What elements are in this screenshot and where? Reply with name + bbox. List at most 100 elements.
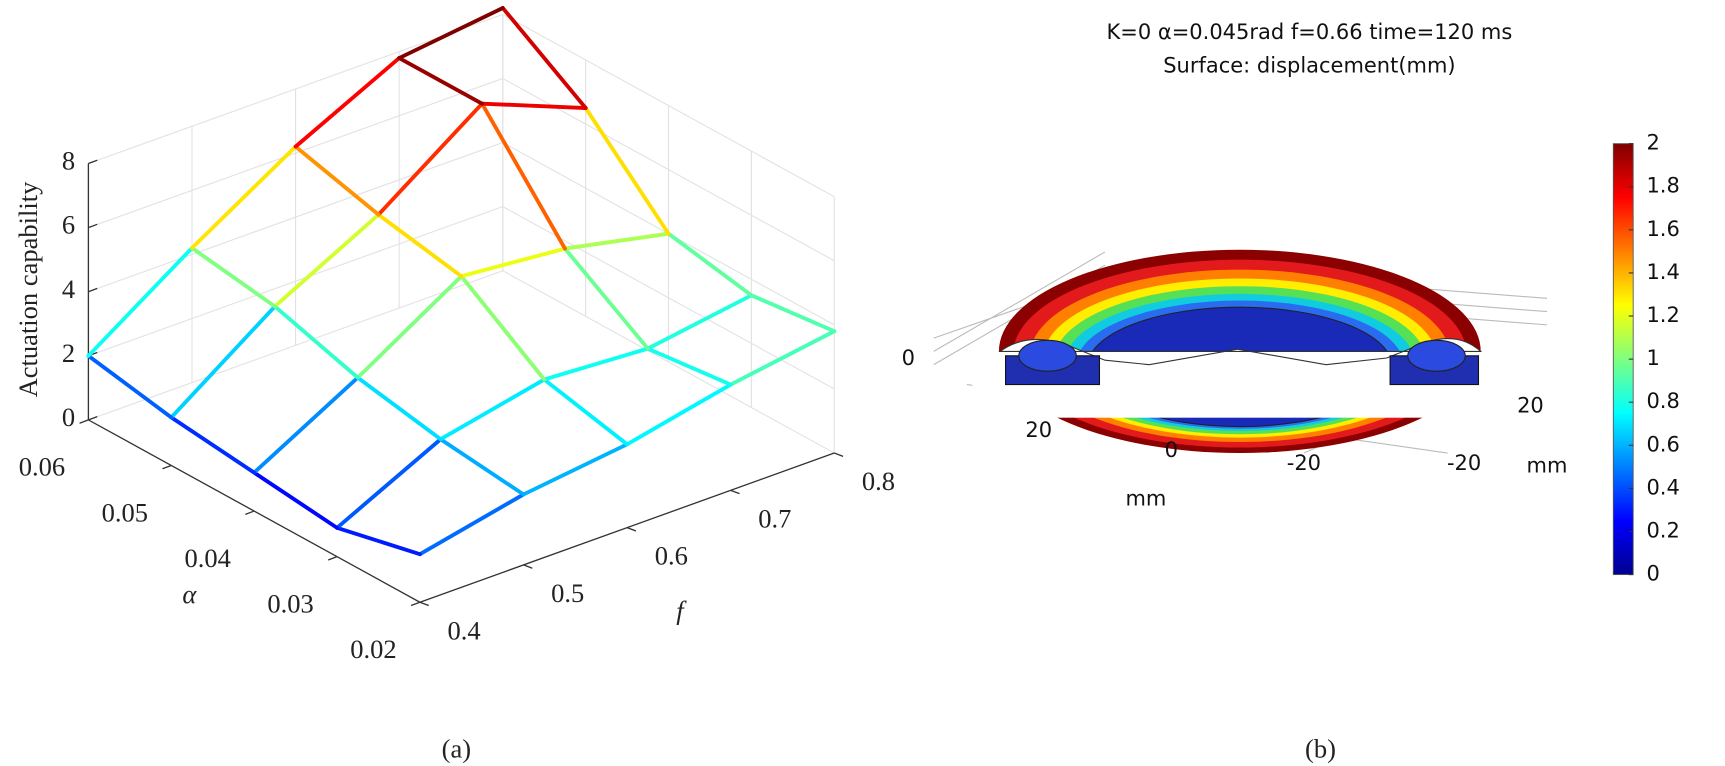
mesh-edge xyxy=(459,246,567,279)
mesh-edge xyxy=(645,293,754,351)
tick xyxy=(410,601,421,607)
x-tick-label: 0 xyxy=(1165,438,1178,462)
y-tick-label: 20 xyxy=(1517,394,1544,418)
mesh-edge xyxy=(500,6,588,110)
x-tick-label: 0.04 xyxy=(185,543,231,573)
tick xyxy=(834,452,844,457)
mesh-edge xyxy=(666,231,754,298)
caption: (b) xyxy=(1305,733,1336,763)
colorbar-tick-label: 0.4 xyxy=(1646,475,1679,499)
mesh-edge xyxy=(480,101,588,110)
x-tick-label: -20 xyxy=(1287,451,1321,475)
mesh-edge xyxy=(293,56,402,149)
mesh-edge xyxy=(355,375,443,442)
mesh-edge xyxy=(397,56,484,106)
tick xyxy=(79,419,89,424)
tick xyxy=(626,527,637,532)
y-axis-label: f xyxy=(676,595,687,625)
z-tick-label: 0 xyxy=(62,402,75,432)
mesh-edge xyxy=(417,492,526,557)
colorbar-tick-label: 1.6 xyxy=(1646,217,1679,241)
mesh-edge xyxy=(397,6,505,61)
mesh-edge xyxy=(272,304,360,380)
render-title: K=0 α=0.045rad f=0.66 time=120 ms xyxy=(1107,20,1513,44)
mesh-edge xyxy=(728,329,837,387)
mesh-edge xyxy=(521,442,630,497)
x-axis-label: α xyxy=(182,579,197,609)
panel-b: K=0 α=0.045rad f=0.66 time=120 ms Surfac… xyxy=(902,20,1680,763)
tick xyxy=(523,564,533,569)
mesh-edge xyxy=(562,231,671,251)
y-tick-label: -20 xyxy=(1447,451,1481,475)
z-tick-label: 0 xyxy=(902,346,915,370)
tick xyxy=(730,489,740,495)
mesh-edge xyxy=(335,525,422,557)
y-tick-label: 0.5 xyxy=(551,578,584,608)
colorbar-tick-label: 0.6 xyxy=(1646,432,1679,456)
x-tick-label: 20 xyxy=(1025,418,1052,442)
mesh-edge xyxy=(272,212,381,309)
mesh-edge xyxy=(542,377,630,447)
mesh-edge xyxy=(562,246,650,351)
z-tick-label: 2 xyxy=(62,338,75,368)
mesh-edge xyxy=(625,382,733,447)
mesh-edge xyxy=(169,304,277,420)
caption: (a) xyxy=(442,733,471,763)
mesh-edge xyxy=(480,101,567,251)
mesh-edge xyxy=(749,293,837,334)
mesh-edge xyxy=(376,101,484,217)
x-tick-label: 0.05 xyxy=(102,497,148,527)
mesh-edge xyxy=(438,437,526,497)
x-axis-label: mm xyxy=(1125,486,1166,510)
mesh-edge xyxy=(376,212,464,279)
mesh-edge xyxy=(583,106,671,236)
tick xyxy=(327,556,338,561)
panel-a: 0 2 4 6 8 0.02 0.03 0.04 0.05 0.06 0.4 0.5 0.6 0.7 0.8… xyxy=(13,6,895,763)
y-tick-label: 0.7 xyxy=(758,503,791,533)
z-tick-label: 6 xyxy=(62,210,75,240)
content: 0 2 4 6 8 0.02 0.03 0.04 0.05 0.06 0.4 0.5 0.6 0.7 0.8… xyxy=(13,6,1680,763)
tick xyxy=(88,223,98,229)
colorbar-tick-label: 1.4 xyxy=(1646,260,1679,284)
tick xyxy=(88,415,98,421)
mesh-edge xyxy=(86,353,174,420)
tick xyxy=(245,510,255,515)
colorbar-tick-label: 0 xyxy=(1646,562,1659,586)
colorbar-tick-label: 1 xyxy=(1646,346,1659,370)
y-tick-label: 0.4 xyxy=(448,615,481,645)
colorbar-tick-label: 0.2 xyxy=(1646,519,1679,543)
z-tick-label: 8 xyxy=(62,146,75,176)
x-tick-label: 0.02 xyxy=(350,634,396,664)
mesh-edge xyxy=(459,274,547,382)
z-axis-label: Actuation capability xyxy=(13,181,43,397)
x-tick-label: 0.03 xyxy=(267,588,313,618)
tick xyxy=(88,287,98,293)
mesh-edge xyxy=(252,375,360,475)
colorbar-tick-label: 2 xyxy=(1646,131,1659,155)
render-subtitle: Surface: displacement(mm) xyxy=(1163,53,1455,77)
colorbar-tick-label: 1.8 xyxy=(1646,174,1679,198)
mesh-edge xyxy=(252,470,339,530)
tick xyxy=(88,159,98,165)
tick xyxy=(162,464,172,470)
z-tick-label: 4 xyxy=(62,274,75,304)
y-tick-label: 0.6 xyxy=(655,541,688,571)
render-surface xyxy=(972,249,1514,454)
mesh-edge xyxy=(645,346,733,387)
y-tick-label: 0.8 xyxy=(862,466,895,496)
mesh-edge xyxy=(438,377,547,442)
tick xyxy=(419,601,429,607)
mesh-edge xyxy=(293,144,381,217)
colorbar-tick-label: 1.2 xyxy=(1646,303,1679,327)
mesh-edge xyxy=(169,415,257,475)
mesh-edge xyxy=(335,437,443,530)
colorbar-tick-label: 0.8 xyxy=(1646,389,1679,413)
y-axis-label: mm xyxy=(1527,453,1568,477)
mesh-edge xyxy=(86,246,194,358)
x-tick-label: 0.06 xyxy=(19,452,65,482)
mesh-edge xyxy=(542,346,650,382)
mesh-edge xyxy=(190,246,277,309)
mesh-edge xyxy=(190,144,298,250)
